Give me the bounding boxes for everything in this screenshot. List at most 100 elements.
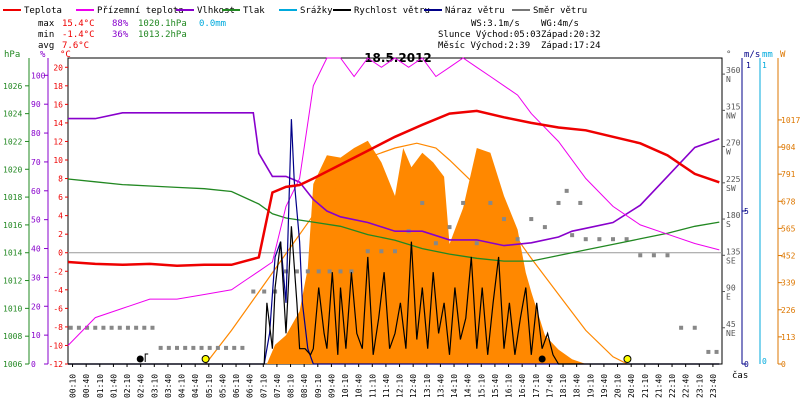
pct-tick-label: 50 xyxy=(31,216,41,225)
wind-direction-dot xyxy=(556,200,561,205)
celsius-tick-label: 6 xyxy=(58,193,63,202)
time-tick-label: 06:10 xyxy=(232,374,241,398)
wind-direction-dot xyxy=(316,269,321,274)
wind-direction-dot xyxy=(76,325,81,330)
legend-label-1: Přízemní teplota xyxy=(97,6,184,16)
time-tick-label: 16:40 xyxy=(518,374,527,398)
wind-direction-dot xyxy=(433,241,438,246)
ms-tick-label: 5 xyxy=(744,207,749,216)
pct-tick-label: 70 xyxy=(31,158,41,167)
pct-tick-label: 100 xyxy=(31,71,46,80)
dir-tick-letter: S xyxy=(726,220,731,229)
hpa-tick-label: 1024 xyxy=(3,110,22,119)
time-tick-label: 20:40 xyxy=(627,374,636,398)
celsius-tick-label: 0 xyxy=(58,249,63,258)
time-tick-label: 01:40 xyxy=(109,374,118,398)
hpa-tick-label: 1020 xyxy=(3,165,22,174)
wind-direction-dot xyxy=(150,325,155,330)
stats-sunset: Západ:20:32 xyxy=(541,30,601,40)
w-tick-label: 678 xyxy=(781,197,796,206)
time-tick-label: 16:10 xyxy=(505,374,514,398)
dir-tick-letter: NE xyxy=(726,329,736,338)
hpa-tick-label: 1018 xyxy=(3,193,22,202)
celsius-tick-label: 2 xyxy=(58,230,63,239)
stats-moon: Měsíc Východ:2:39 xyxy=(438,41,530,51)
hpa-tick-label: 1008 xyxy=(3,332,22,341)
dir-tick-value: 180 xyxy=(726,211,741,220)
celsius-tick-label: -6 xyxy=(53,304,63,313)
dir-tick-value: 90 xyxy=(726,284,736,293)
mm-tick-label: 1 xyxy=(762,61,767,70)
dir-tick-value: 270 xyxy=(726,139,741,148)
time-tick-label: 01:10 xyxy=(96,374,105,398)
time-tick-label: 13:10 xyxy=(423,374,432,398)
time-tick-label: 02:10 xyxy=(123,374,132,398)
stats-max-label: max xyxy=(38,19,55,29)
wind-direction-dot xyxy=(183,345,188,350)
moonrise-marker xyxy=(136,355,144,363)
wind-direction-dot xyxy=(447,225,452,230)
wind-direction-dot xyxy=(215,345,220,350)
wind-direction-dot xyxy=(134,325,139,330)
dir-tick-letter: NW xyxy=(726,111,736,120)
time-tick-label: 10:40 xyxy=(355,374,364,398)
wind-direction-dot xyxy=(624,237,629,242)
time-tick-label: 12:40 xyxy=(409,374,418,398)
dir-tick-value: 360 xyxy=(726,66,741,75)
wind-direction-dot xyxy=(240,345,245,350)
time-tick-label: 00:10 xyxy=(69,374,78,398)
w-tick-label: 0 xyxy=(781,360,786,369)
time-tick-label: 09:10 xyxy=(314,374,323,398)
time-tick-label: 05:10 xyxy=(205,374,214,398)
hpa-tick-label: 1014 xyxy=(3,249,22,258)
stats-block: max 15.4°C 88% 1020.1hPa 0.0mm min -1.4°… xyxy=(38,19,601,51)
time-tick-label: 11:10 xyxy=(368,374,377,398)
time-tick-label: 21:10 xyxy=(641,374,650,398)
time-tick-label: 10:10 xyxy=(341,374,350,398)
celsius-tick-label: -4 xyxy=(53,286,63,295)
stats-min-label: min xyxy=(38,30,54,40)
dir-tick-letter: N xyxy=(726,75,731,84)
w-tick-label: 791 xyxy=(781,170,796,179)
celsius-tick-label: 12 xyxy=(53,137,63,146)
axis-unit-labels: hPa % °C ° m/s mm W čas xyxy=(4,50,786,381)
time-tick-label: 08:10 xyxy=(287,374,296,398)
time-tick-label: 03:10 xyxy=(150,374,159,398)
legend-label-7: Směr větru xyxy=(533,6,587,16)
time-tick-label: 05:40 xyxy=(218,374,227,398)
hpa-unit-label: hPa xyxy=(4,50,20,60)
pct-tick-label: 0 xyxy=(31,360,36,369)
celsius-tick-label: 20 xyxy=(53,63,63,72)
time-tick-label: 07:40 xyxy=(273,374,282,398)
hpa-tick-label: 1022 xyxy=(3,137,22,146)
wind-direction-dot xyxy=(101,325,106,330)
w-tick-label: 904 xyxy=(781,143,796,152)
wind-gust-line xyxy=(68,119,720,365)
wind-direction-dot xyxy=(515,237,520,242)
ground-temperature-line xyxy=(67,57,720,346)
mm-tick-label: 0 xyxy=(762,357,767,366)
stats-max-temp: 15.4°C xyxy=(62,19,95,29)
hpa-tick-label: 1016 xyxy=(3,221,22,230)
wind-direction-dot xyxy=(109,325,114,330)
time-tick-label: 04:40 xyxy=(191,374,200,398)
wind-direction-dot xyxy=(117,325,122,330)
stats-max-press: 1020.1hPa xyxy=(138,19,187,29)
time-tick-label: 06:40 xyxy=(246,374,255,398)
hpa-tick-label: 1026 xyxy=(3,82,22,91)
wind-direction-dot xyxy=(564,188,569,193)
time-tick-label: 19:10 xyxy=(586,374,595,398)
legend-label-2: Vlhkost xyxy=(197,6,235,16)
wind-direction-dot xyxy=(714,349,719,354)
celsius-tick-label: 4 xyxy=(58,212,63,221)
w-tick-label: 565 xyxy=(781,224,796,233)
wind-direction-dot xyxy=(158,345,163,350)
celsius-unit-label: °C xyxy=(60,50,71,60)
wind-direction-dot xyxy=(502,217,506,222)
celsius-tick-label: 18 xyxy=(53,82,63,91)
stats-gust: WG:4m/s xyxy=(541,19,579,29)
time-tick-label: 11:40 xyxy=(382,374,391,398)
wind-direction-dot xyxy=(199,345,204,350)
wind-direction-dot xyxy=(488,200,493,205)
wind-direction-dot xyxy=(294,269,299,274)
